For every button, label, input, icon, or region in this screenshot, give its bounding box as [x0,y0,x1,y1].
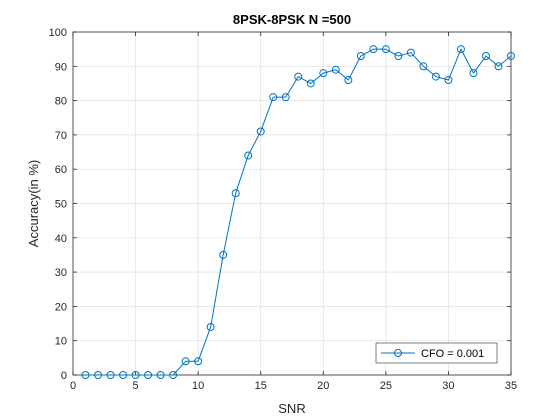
data-point [169,371,178,379]
x-tick-label: 20 [317,380,329,392]
data-point [256,127,265,136]
data-point [469,69,478,78]
y-tick-label: 60 [55,164,67,176]
data-point [206,322,215,331]
data-point [144,371,153,379]
data-point [131,371,140,379]
data-point [231,189,240,198]
y-axis-label: Accuracy(in %) [26,160,41,247]
y-tick-label: 100 [49,27,67,39]
data-point [494,62,503,71]
y-tick-label: 50 [55,199,67,211]
data-point [381,45,390,54]
data-point [344,76,353,85]
legend-box [375,342,498,364]
data-point [481,52,490,61]
data-point [507,52,515,61]
data-point [356,52,365,61]
data-point [106,371,115,379]
series [81,45,515,379]
axis-ticks: 0 5 10 15 20 25 30 35 0 10 20 30 40 50 60 70 80 90 100 [49,27,517,392]
data-point [94,371,103,379]
x-tick-label: 30 [442,380,454,392]
data-point [444,76,453,85]
data-point [306,79,315,88]
x-tick-label: 25 [380,380,392,392]
y-tick-label: 20 [55,301,67,313]
data-point [156,371,165,379]
x-axis-label: SNR [278,401,305,416]
y-tick-label: 0 [61,370,67,382]
data-point [319,69,328,78]
x-tick-label: 15 [255,380,267,392]
y-tick-label: 10 [55,336,67,348]
legend-marker [394,349,402,357]
data-point [369,45,378,54]
data-point [419,62,428,71]
x-tick-label: 5 [133,380,139,392]
data-point [181,357,190,366]
data-point [394,52,403,61]
legend-label: CFO = 0.001 [421,348,484,360]
data-point [281,93,290,102]
data-point [81,371,90,379]
y-tick-label: 30 [55,267,67,279]
data-point [244,151,253,160]
y-tick-label: 80 [55,96,67,108]
data-point [219,250,228,259]
data-point [431,72,440,81]
chart-title: 8PSK-8PSK N =500 [233,12,351,27]
data-point [331,65,340,74]
legend: CFO = 0.001 [375,342,498,364]
data-point [456,45,465,54]
grid [73,32,511,375]
series-line [85,48,512,376]
data-point [406,48,415,57]
x-tick-label: 0 [70,380,76,392]
data-point [119,371,128,379]
data-point [269,93,278,102]
y-tick-label: 90 [55,61,67,73]
x-tick-label: 35 [505,380,517,392]
data-point [194,357,203,366]
x-tick-label: 10 [192,380,204,392]
y-tick-label: 70 [55,130,67,142]
y-tick-label: 40 [55,233,67,245]
data-point [294,72,303,81]
